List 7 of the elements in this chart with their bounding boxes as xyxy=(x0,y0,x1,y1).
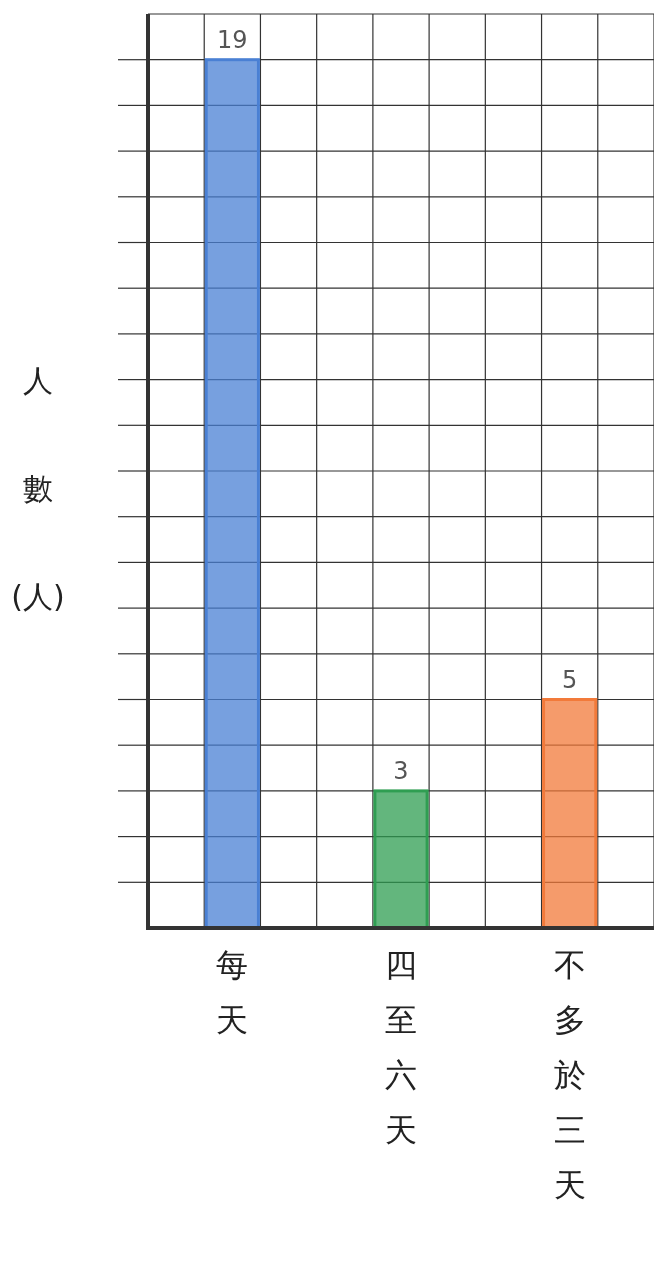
category-label: 四至六天 xyxy=(385,946,417,1149)
category-label: 不多於三天 xyxy=(553,946,586,1204)
data-label: 19 xyxy=(217,25,248,54)
data-label: 3 xyxy=(393,756,409,785)
data-label: 5 xyxy=(562,665,578,694)
category-label: 每天 xyxy=(216,946,249,1039)
ylabel: 人數(人) xyxy=(11,362,65,614)
